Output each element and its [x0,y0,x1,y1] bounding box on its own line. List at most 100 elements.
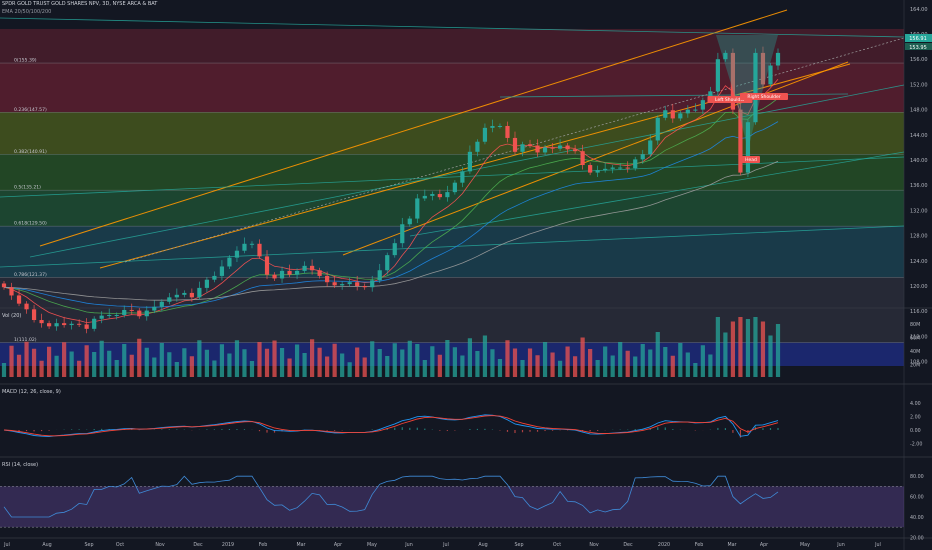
volume-bar [204,349,209,377]
candle-body [422,195,427,199]
candle-body [490,125,495,128]
candle-body [670,110,675,119]
fib-zone-7 [0,342,904,367]
volume-bar [535,355,540,377]
ema-20-line [3,78,779,324]
volume-bar [325,356,330,377]
volume-bar [527,348,533,377]
time-axis-tick: Sep [514,542,523,548]
candle-body [69,323,74,326]
candle-body [640,154,645,160]
candle-body [625,167,630,169]
candle-body [370,280,375,288]
volume-bar [392,343,397,377]
head-label-box [742,156,760,163]
candle-body [62,323,67,326]
fib-label: 0.618(129.50) [14,221,47,227]
volume-bar [497,359,503,377]
candle-body [16,295,22,304]
last-price-label-2: 153.95 [909,45,927,51]
time-axis-tick: Dec [193,542,203,548]
price-axis-tick: 136.00 [910,183,928,189]
volume-bar [625,350,630,377]
candle-body [550,147,555,149]
time-axis-tick: Aug [42,542,51,548]
candle-body [400,224,405,244]
price-axis-tick: 148.00 [910,108,928,114]
volume-bar [137,338,142,377]
time-axis-tick: Oct [116,542,124,548]
volume-bar [618,342,623,377]
time-axis-tick: Mar [727,542,736,548]
candle-body [535,145,540,153]
volume-bar [422,360,427,377]
candle-body [415,198,420,219]
candle-body [137,310,142,317]
volume-bar [550,352,555,377]
volume-bar [693,363,698,377]
candle-body [460,171,465,183]
volume-bar [31,348,37,377]
candle-body [655,117,660,141]
candle-body [31,309,37,321]
volume-bar [580,337,585,377]
macd-axis-tick: -2.00 [910,442,922,448]
volume-bar [62,342,67,377]
candle-body [114,314,119,316]
candle-body [527,144,533,146]
volume-axis-tick: 80M [910,322,920,328]
candle-body [107,314,112,316]
volume-bar [467,338,473,377]
candle-body [279,270,285,279]
time-axis-tick: May [800,542,810,548]
fib-zone-5 [0,226,904,278]
volume-bar [512,348,518,377]
price-axis-tick: 152.00 [910,82,928,88]
candle-body [272,274,277,279]
candle-body [234,250,240,258]
candle-body [753,52,758,123]
volume-bar [633,356,638,377]
volume-bar [370,341,375,377]
candle-body [760,52,766,85]
time-axis-tick: 2019 [222,542,234,548]
fib-label: 0(155.39) [14,58,37,64]
last-price-label: 156.91 [909,36,927,42]
candle-body [152,306,157,311]
candle-body [99,315,104,319]
volume-bar [152,357,157,377]
volume-bar [309,339,315,377]
volume-bar [294,344,300,377]
volume-bar [753,317,758,377]
candle-body [603,168,608,171]
right-shoulder-label-box [740,93,788,100]
candle-body [730,52,736,110]
volume-bar [39,360,44,377]
volume-bar [189,356,194,377]
candle-body [287,270,292,275]
time-axis-tick: Aug [478,542,487,548]
macd-axis-tick: 2.00 [910,414,921,420]
time-axis-tick: Apr [760,542,768,548]
fib-zone-6 [0,277,904,343]
chart-title: SPDR GOLD TRUST GOLD SHARES NPV, 3D, NYS… [2,1,158,7]
price-axis-tick: 116.00 [910,309,928,315]
time-axis-tick: Feb [695,542,704,548]
macd-axis-tick: 0.00 [910,428,921,434]
last-price-box [905,34,932,42]
rsi-band [0,486,904,528]
volume-bar [437,354,442,377]
volume-bar [24,341,29,377]
candle-body [362,286,367,288]
volume-bar [234,340,240,377]
candle-body [317,270,322,276]
volume-bar [197,340,202,377]
volume-bar [317,347,322,377]
ema-50-line [3,97,779,314]
volume-bar [475,351,480,377]
price-axis-tick: 132.00 [910,208,928,214]
volume-bar [400,349,405,377]
time-axis-tick: Dec [623,542,633,548]
rsi-pane-label: RSI (14, close) [2,462,39,468]
